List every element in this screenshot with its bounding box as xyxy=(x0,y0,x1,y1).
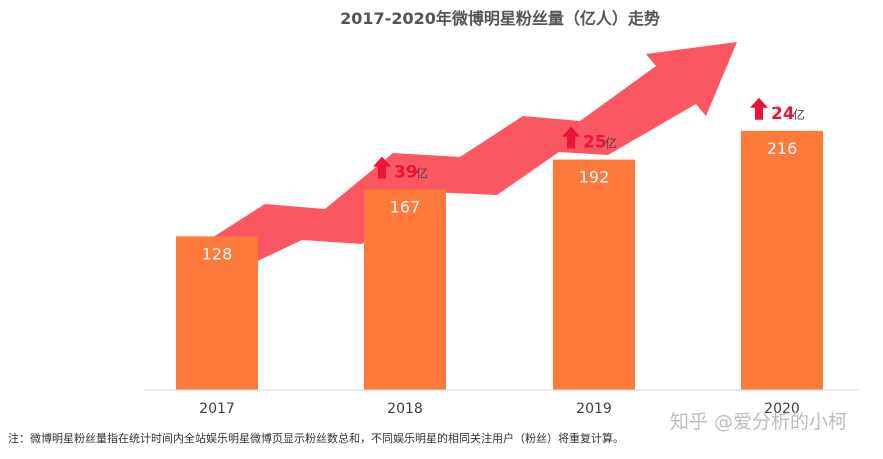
x-tick-label-2019: 2019 xyxy=(576,401,612,417)
bar-value-label-2019: 192 xyxy=(579,168,610,187)
bar-2019 xyxy=(553,159,635,390)
x-tick-label-2017: 2017 xyxy=(199,401,235,417)
growth-value: 25 xyxy=(583,133,607,153)
bars-layer: 128 167 192 216 xyxy=(176,130,823,391)
growth-annotation-2019: 25亿 xyxy=(562,126,617,153)
growth-annotation-2020: 24亿 xyxy=(750,97,805,124)
bar-value-label-2017: 128 xyxy=(202,244,233,263)
bar-value-label-2018: 167 xyxy=(390,198,421,217)
trend-arrow xyxy=(193,42,737,266)
bar-2018 xyxy=(364,189,446,390)
up-arrow-icon xyxy=(750,97,768,120)
watermark: 知乎 @爱分析的小柯 xyxy=(670,411,847,433)
up-arrow-icon xyxy=(562,126,580,149)
chart-title: 2017-2020年微博明星粉丝量（亿人）走势 xyxy=(340,9,660,28)
growth-value: 24 xyxy=(771,104,795,124)
x-tick-label-2018: 2018 xyxy=(387,401,423,417)
bar-value-label-2020: 216 xyxy=(767,139,798,158)
growth-unit: 亿 xyxy=(416,166,428,181)
growth-unit: 亿 xyxy=(605,136,617,151)
growth-value: 39 xyxy=(394,163,418,183)
growth-unit: 亿 xyxy=(793,107,805,122)
x-tick-label-2020: 2020 xyxy=(764,401,800,417)
bar-2020 xyxy=(741,130,823,391)
x-tick-labels: 2017 2018 2019 2020 xyxy=(199,401,800,417)
footnote: 注：微博明星粉丝量指在统计时间内全站娱乐明星微博页显示粉丝数总和，不同娱乐明星的… xyxy=(8,431,624,445)
growth-annotation-2018: 39亿 xyxy=(373,156,428,183)
bar-2017 xyxy=(176,236,258,390)
up-arrow-icon xyxy=(373,156,391,179)
